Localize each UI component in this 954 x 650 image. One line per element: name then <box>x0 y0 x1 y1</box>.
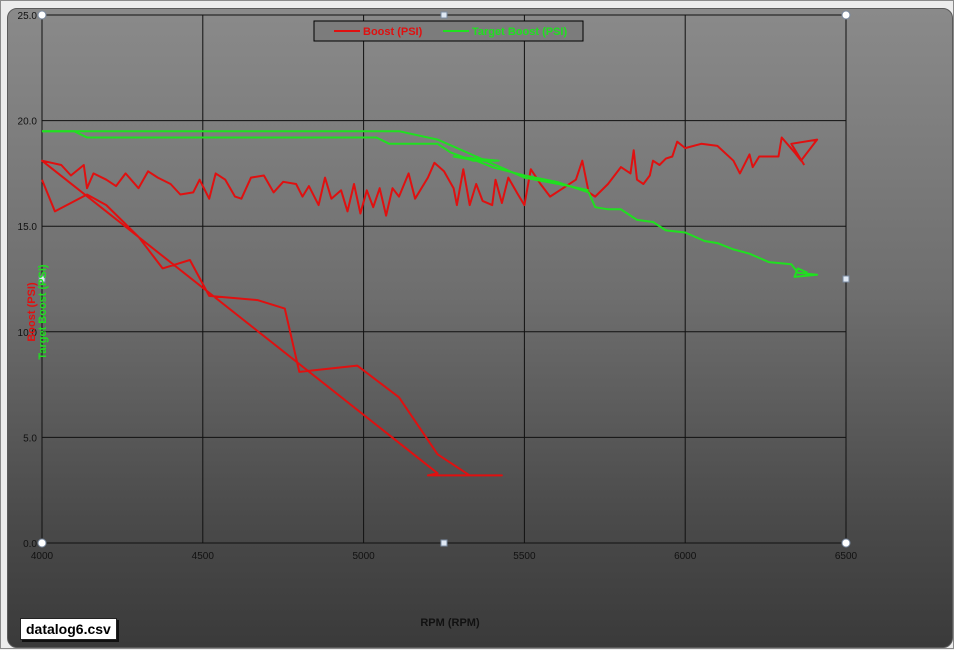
y-axis-title-target-boost: Target Boost (PSI) <box>37 264 49 359</box>
plot-area-border <box>41 14 847 544</box>
y-tick-label: 15.0 <box>18 222 38 233</box>
chart-grid <box>41 14 847 544</box>
file-name-label: datalog6.csv <box>20 618 117 640</box>
resize-handle[interactable] <box>842 275 850 283</box>
y-tick-label: 10.0 <box>18 328 38 339</box>
legend-entry-target-boost: Target Boost (PSI) <box>472 26 567 38</box>
series-lines <box>41 130 819 477</box>
y-tick-label: 0.0 <box>23 539 37 550</box>
x-tick-label: 4500 <box>192 551 215 562</box>
y-tick-label: 5.0 <box>23 433 37 444</box>
series-line-2 <box>42 130 589 192</box>
legend: Boost (PSI) Target Boost (PSI) <box>313 20 584 42</box>
resize-handle[interactable] <box>37 10 47 20</box>
series-line-0 <box>41 136 819 477</box>
chart-area-background <box>7 8 953 648</box>
y-tick-label: 20.0 <box>18 117 38 128</box>
x-tick-label: 5500 <box>513 551 536 562</box>
series-line-1 <box>42 130 819 278</box>
y-axis-title-boost: Boost (PSI) <box>26 282 38 342</box>
x-tick-label: 5000 <box>352 551 375 562</box>
resize-handle[interactable] <box>841 10 851 20</box>
x-tick-label: 4000 <box>31 551 54 562</box>
x-tick-label: 6000 <box>674 551 697 562</box>
resize-handle[interactable] <box>440 11 448 19</box>
resize-handle[interactable] <box>38 275 46 283</box>
resize-handle[interactable] <box>37 538 47 548</box>
resize-handle[interactable] <box>440 539 448 547</box>
selection-handles[interactable] <box>37 10 851 548</box>
y-tick-label: 25.0 <box>18 11 38 22</box>
x-tick-label: 6500 <box>835 551 858 562</box>
tick-labels: 0.0 5.0 10.0 15.0 20.0 25.0 4000 4500 5000 5500 60… <box>18 11 858 562</box>
resize-handle[interactable] <box>841 538 851 548</box>
x-axis-title: RPM (RPM) <box>420 617 480 629</box>
legend-entry-boost: Boost (PSI) <box>363 26 423 38</box>
